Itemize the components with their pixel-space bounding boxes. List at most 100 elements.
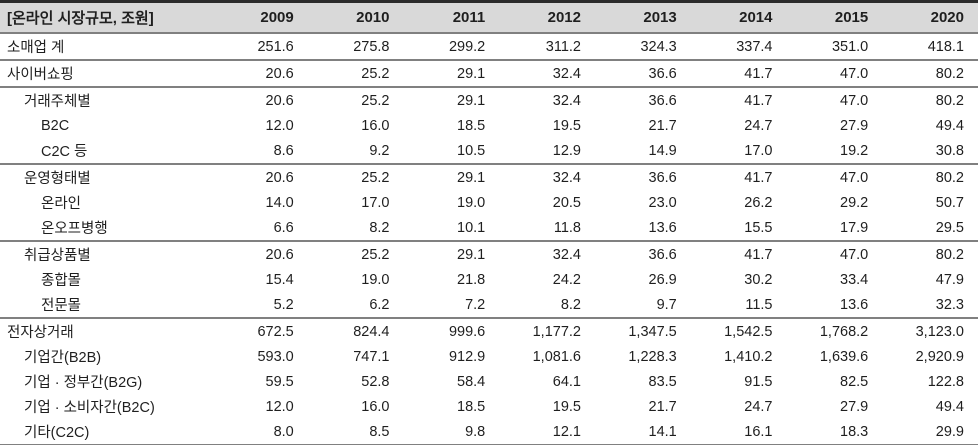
cell-value: 80.2: [935, 246, 964, 263]
cell-value: 7.2: [403, 292, 500, 319]
cell-value: 15.5: [690, 215, 787, 242]
cell-value: 1,228.3: [628, 348, 677, 365]
cell-value: 32.3: [882, 292, 978, 319]
cell-value: 20.6: [265, 246, 294, 263]
row-label: 소매업 계: [0, 33, 212, 61]
cell-value: 8.6: [212, 138, 308, 165]
cell-value: 747.1: [353, 348, 390, 365]
cell-value: 11.5: [690, 292, 787, 319]
cell-value: 13.6: [595, 215, 691, 242]
cell-value: 275.8: [307, 33, 404, 61]
cell-value: 25.2: [361, 246, 390, 263]
cell-value: 824.4: [353, 323, 390, 340]
cell-value: 52.8: [361, 373, 390, 390]
table-row: 운영형태별 20.6 25.2 29.1 32.4 36.6 41.7 47.0 80.2: [0, 164, 978, 190]
year-column-header: 2015: [786, 1, 883, 34]
cell-value: 12.0: [265, 398, 294, 415]
row-label: 기업 · 소비자간(B2C): [24, 400, 155, 416]
cell-value: 41.7: [744, 169, 773, 186]
year-column-header: 2014: [690, 1, 787, 34]
cell-value: 21.7: [648, 117, 677, 134]
table-row: B2C 12.0 16.0 18.5 19.5 21.7 24.7 27.9 49.4: [0, 113, 978, 138]
cell-value: 20.5: [552, 194, 581, 211]
cell-value: 36.6: [648, 246, 677, 263]
cell-value: 299.2: [403, 33, 500, 61]
cell-value: 14.1: [648, 423, 677, 440]
cell-value: 9.7: [595, 292, 691, 319]
row-label: C2C 등: [0, 138, 212, 165]
cell-value: 25.2: [361, 92, 390, 109]
cell-value: 672.5: [257, 323, 294, 340]
cell-value: 19.0: [457, 194, 486, 211]
row-label: 운영형태별: [24, 171, 91, 187]
cell-value: 29.9: [935, 423, 964, 440]
cell-value: 5.2: [212, 292, 308, 319]
cell-value: 10.1: [403, 215, 500, 242]
cell-value: 999.6: [448, 323, 486, 340]
cell-value: 32.4: [499, 60, 595, 88]
cell-value: 80.2: [935, 92, 964, 109]
cell-value: 25.2: [361, 169, 390, 186]
table-row: 기업 · 소비자간(B2C) 12.0 16.0 18.5 19.5 21.7 24.7 27…: [0, 394, 978, 419]
cell-value: 16.1: [744, 423, 773, 440]
cell-value: 11.8: [499, 215, 595, 242]
cell-value: 14.9: [595, 138, 691, 165]
cell-value: 19.2: [786, 138, 883, 165]
cell-value: 91.5: [744, 373, 773, 390]
cell-value: 251.6: [212, 33, 308, 61]
cell-value: 311.2: [499, 33, 595, 61]
cell-value: 337.4: [690, 33, 787, 61]
cell-value: 351.0: [786, 33, 883, 61]
cell-value: 17.0: [361, 194, 390, 211]
year-column-header: 2012: [499, 1, 595, 34]
cell-value: 1,347.5: [628, 323, 677, 340]
cell-value: 47.0: [840, 169, 869, 186]
table-row: C2C 등 8.6 9.2 10.5 12.9 14.9 17.0 19.2 30.8: [0, 138, 978, 165]
cell-value: 21.7: [648, 398, 677, 415]
cell-value: 324.3: [595, 33, 691, 61]
table-row: 기업간(B2B) 593.0 747.1 912.9 1,081.6 1,228.3 1,4…: [0, 344, 978, 369]
table-row: 사이버쇼핑 20.6 25.2 29.1 32.4 36.6 41.7 47.0 80.2: [0, 60, 978, 88]
cell-value: 3,123.0: [915, 323, 964, 340]
cell-value: 24.7: [744, 398, 773, 415]
cell-value: 9.2: [307, 138, 404, 165]
cell-value: 10.5: [403, 138, 500, 165]
row-label: 온오프병행: [0, 215, 212, 242]
cell-value: 33.4: [840, 271, 869, 288]
cell-value: 47.9: [935, 271, 964, 288]
cell-value: 14.0: [265, 194, 294, 211]
cell-value: 6.6: [212, 215, 308, 242]
cell-value: 47.0: [840, 246, 869, 263]
row-label: 온라인: [41, 196, 82, 212]
cell-value: 16.0: [361, 117, 390, 134]
table-row: 온오프병행 6.6 8.2 10.1 11.8 13.6 15.5 17.9 29.5: [0, 215, 978, 242]
year-column-header: 2009: [212, 1, 308, 34]
year-column-header: 2020: [882, 1, 978, 34]
cell-value: 29.2: [840, 194, 869, 211]
cell-value: 29.1: [403, 60, 500, 88]
cell-value: 41.7: [744, 246, 773, 263]
cell-value: 50.7: [935, 194, 964, 211]
cell-value: 27.9: [840, 117, 869, 134]
cell-value: 20.6: [212, 60, 308, 88]
cell-value: 47.0: [786, 60, 883, 88]
row-label: 사이버쇼핑: [0, 60, 212, 88]
cell-value: 32.4: [552, 92, 581, 109]
cell-value: 24.7: [744, 117, 773, 134]
cell-value: 83.5: [648, 373, 677, 390]
cell-value: 9.8: [465, 423, 486, 440]
table-title: [온라인 시장규모, 조원]: [0, 1, 212, 34]
table-row: 전자상거래 672.5 824.4 999.6 1,177.2 1,347.5 1,542.…: [0, 318, 978, 344]
cell-value: 1,410.2: [724, 348, 773, 365]
cell-value: 32.4: [552, 246, 581, 263]
row-label: 종합몰: [41, 273, 82, 289]
cell-value: 80.2: [882, 60, 978, 88]
table-row: 기업 · 정부간(B2G) 59.5 52.8 58.4 64.1 83.5 91.5 82.…: [0, 369, 978, 394]
row-label: 기타(C2C): [24, 425, 90, 441]
cell-value: 30.2: [744, 271, 773, 288]
cell-value: 20.6: [265, 169, 294, 186]
cell-value: 1,177.2: [532, 323, 581, 340]
cell-value: 36.6: [648, 92, 677, 109]
cell-value: 17.9: [786, 215, 883, 242]
